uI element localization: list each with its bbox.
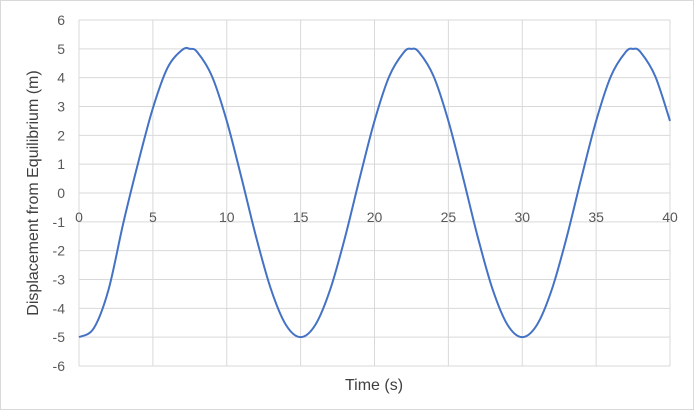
x-tick-label: 20 bbox=[367, 209, 383, 225]
x-axis-title: Time (s) bbox=[345, 377, 403, 394]
y-tick-label: 0 bbox=[57, 185, 65, 201]
y-tick-label: 5 bbox=[57, 41, 65, 57]
x-tick-label: 25 bbox=[441, 209, 457, 225]
x-tick-label: 30 bbox=[514, 209, 530, 225]
y-tick-label: -6 bbox=[53, 358, 66, 374]
y-tick-label: 4 bbox=[57, 70, 65, 86]
displacement-series-line bbox=[78, 46, 671, 339]
y-tick-label: -1 bbox=[53, 214, 66, 230]
x-tick-label: 5 bbox=[149, 209, 157, 225]
y-tick-labels: -6 -5 -4 -3 -2 -1 0 1 2 3 4 5 6 bbox=[53, 12, 66, 374]
y-tick-label: 6 bbox=[57, 12, 65, 28]
y-tick-label: -2 bbox=[53, 243, 66, 259]
y-tick-label: -4 bbox=[53, 300, 66, 316]
y-tick-label: 2 bbox=[57, 127, 65, 143]
y-tick-label: 3 bbox=[57, 99, 65, 115]
y-tick-label: -3 bbox=[53, 272, 66, 288]
x-tick-labels: 0 5 10 15 20 25 30 35 40 bbox=[75, 209, 678, 225]
x-tick-label: 10 bbox=[219, 209, 235, 225]
y-tick-label: -5 bbox=[53, 329, 66, 345]
y-axis-title: Displacement from Equilibrium (m) bbox=[25, 70, 42, 315]
grid-lines bbox=[78, 19, 671, 367]
x-tick-label: 15 bbox=[293, 209, 309, 225]
x-tick-label: 40 bbox=[662, 209, 678, 225]
x-tick-label: 35 bbox=[588, 209, 604, 225]
x-tick-label: 0 bbox=[75, 209, 83, 225]
y-tick-label: 1 bbox=[57, 156, 65, 172]
